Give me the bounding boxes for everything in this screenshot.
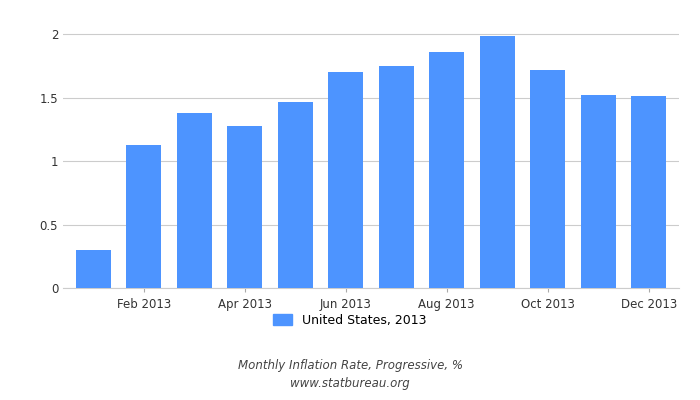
Bar: [429, 52, 464, 288]
Bar: [227, 126, 262, 288]
Bar: [631, 96, 666, 288]
Bar: [480, 36, 515, 288]
Text: Monthly Inflation Rate, Progressive, %: Monthly Inflation Rate, Progressive, %: [237, 360, 463, 372]
Legend: United States, 2013: United States, 2013: [268, 309, 432, 332]
Bar: [379, 66, 414, 288]
Bar: [278, 102, 313, 288]
Bar: [580, 95, 616, 288]
Bar: [176, 113, 212, 288]
Bar: [126, 145, 162, 288]
Bar: [530, 70, 566, 288]
Text: www.statbureau.org: www.statbureau.org: [290, 378, 410, 390]
Bar: [328, 72, 363, 288]
Bar: [76, 250, 111, 288]
